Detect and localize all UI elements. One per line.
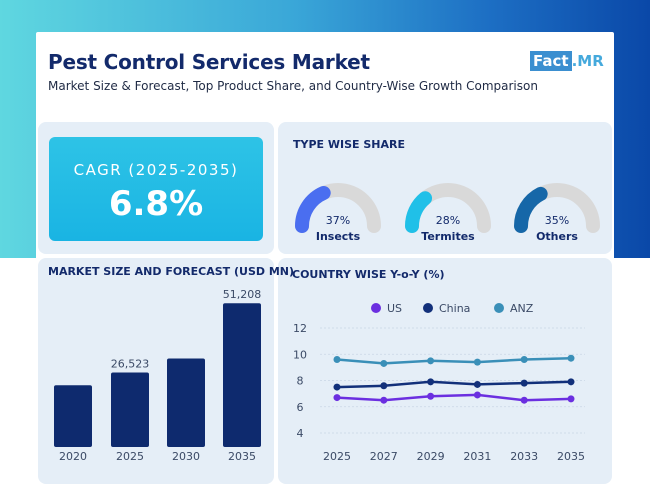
market-size-panel xyxy=(38,258,274,484)
logo-fact-text: Fact xyxy=(530,51,572,71)
page-subtitle: Market Size & Forecast, Top Product Shar… xyxy=(48,79,538,93)
country-growth-panel xyxy=(278,258,612,484)
page-title: Pest Control Services Market xyxy=(48,50,370,74)
cagr-value: 6.8% xyxy=(108,184,204,224)
logo-mr-text: .MR xyxy=(571,52,604,70)
factmr-logo: Fact .MR xyxy=(530,51,604,73)
country-growth-heading: COUNTRY WISE Y-o-Y (%) xyxy=(292,268,445,281)
cagr-label: CAGR (2025-2035) xyxy=(73,161,239,179)
cagr-box: CAGR (2025-2035) 6.8% xyxy=(49,137,263,241)
type-share-heading: TYPE WISE SHARE xyxy=(293,138,405,151)
market-size-heading: MARKET SIZE AND FORECAST (USD MN) xyxy=(48,265,295,278)
